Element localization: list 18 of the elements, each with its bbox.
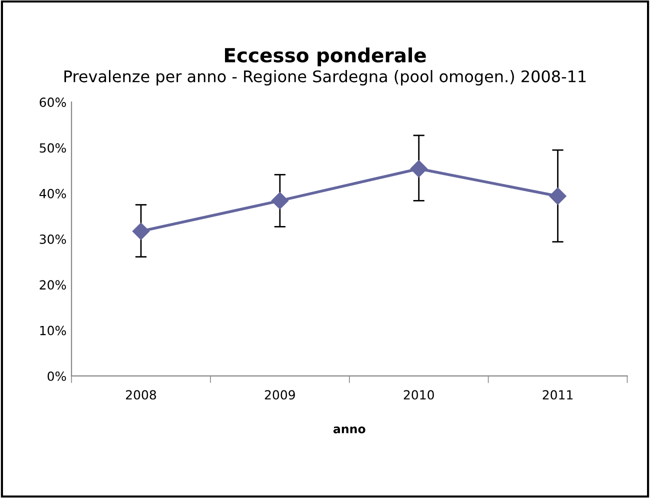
y-tick-label: 10% [40,326,66,336]
chart-title: Eccesso ponderale [224,47,426,66]
x-tick-label: 2009 [264,390,295,400]
y-tick-label: 60% [40,98,66,108]
point [132,222,150,240]
y-tick-label: 50% [40,143,66,153]
x-tick-label: 2011 [542,390,573,400]
point [549,188,566,205]
y-tick-label: 40% [39,188,66,198]
point [410,160,428,178]
y-tick-label: 20% [40,280,66,290]
chart-subtitle: Prevalenze per anno - Regione Sardegna (pool omogen.) 2008-11 [64,70,586,86]
y-tick-label: 0% [48,371,66,381]
y-tick-label: 30% [40,234,66,244]
x-axis-title: anno [333,426,366,434]
x-tick-label: 2008 [126,390,156,400]
x-tick-label: 2010 [404,390,434,400]
point [271,192,288,210]
